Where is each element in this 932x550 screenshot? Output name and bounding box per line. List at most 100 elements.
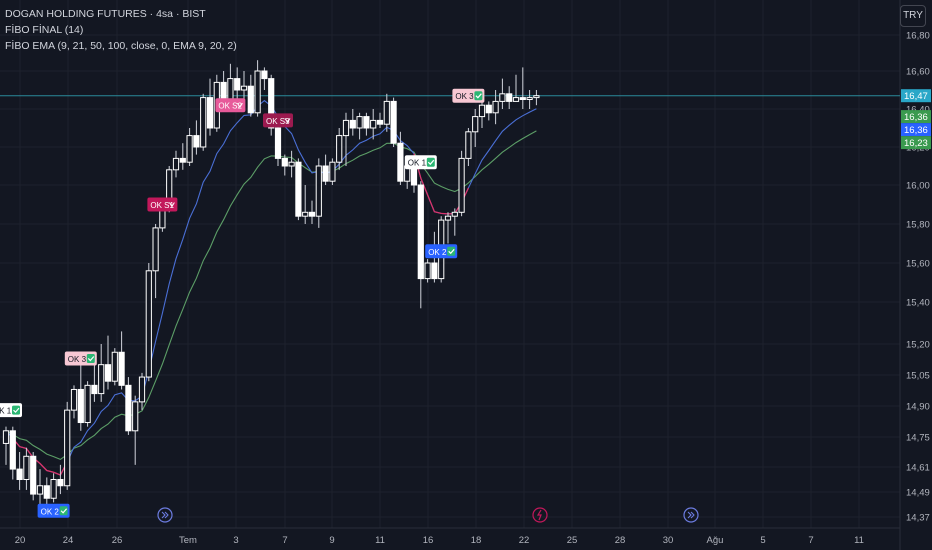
candle [417,181,424,309]
time-tick-label: 16 [423,535,434,546]
signal-label: OK 2 [37,503,70,518]
candle-body [234,78,241,91]
down-arrow-icon [168,202,175,208]
candle-body [376,119,384,125]
price-tick-label: 16,00 [906,181,930,192]
candle [329,158,336,185]
candle [104,335,112,390]
candle-body [36,485,44,495]
indicator-fibo-final[interactable]: FİBO FİNAL (14) [5,24,84,36]
candle [84,381,91,427]
candle [16,452,23,490]
price-badge-bg [901,123,931,137]
candle-body [472,116,479,133]
signal-label-bg [263,113,293,128]
candle [23,447,30,490]
candle-body [329,161,336,182]
candle [2,426,10,465]
candle [397,131,404,185]
fast-forward-icon[interactable] [157,507,173,523]
time-tick-label: 22 [519,535,530,546]
candle-body [492,100,499,114]
candle [444,212,452,244]
candle-body [30,455,37,495]
candle-body [458,157,465,213]
candle-body [451,211,458,217]
candle [193,120,200,155]
candle-body [179,157,186,163]
candle-body [57,479,64,487]
candle-body [9,430,16,470]
candle [274,124,282,166]
ema-slow-line [5,130,537,461]
candle-body [172,157,180,171]
event-circle [157,507,173,523]
time-tick-label: 9 [329,535,334,546]
price-tick-label: 14,90 [906,402,930,413]
candle-body [288,161,295,167]
candle-body [70,388,78,411]
candle [118,331,125,390]
fast-forward-icon[interactable] [683,507,699,523]
price-tick-label: 14,49 [906,488,930,499]
signal-label: OK 3 [452,88,485,103]
candle-body [485,104,492,114]
chart-legend: DOGAN HOLDING FUTURES · 4sa · BIST FİBO … [5,6,237,54]
candle-body [77,388,84,424]
time-tick-label: 5 [760,535,765,546]
price-badge-bg [901,89,931,103]
candle-body [383,100,390,125]
candle [506,86,513,109]
signal-label-text: OK S1 [150,201,174,210]
price-badge-bg [901,110,931,124]
candle-body [533,95,540,99]
candle-body [2,430,10,444]
forward-glyph [161,511,169,519]
candle-body [84,384,91,424]
price-tick-label: 16,60 [906,67,930,78]
lightning-icon[interactable] [532,507,548,523]
forward-glyph [687,511,695,519]
candle [492,90,499,125]
candle [288,150,295,178]
candle-body [322,165,329,182]
candle [179,143,186,170]
time-tick-label: 7 [808,535,813,546]
time-tick-label: 26 [112,535,123,546]
ema-red-segment [12,437,68,476]
time-axis: 20 24 26 Tem 3 7 9 11 16 18 22 25 28 30 Ağu 5 7 11 [15,535,864,546]
candle-body [315,165,322,217]
signal-label-text: OK 3 [68,355,87,364]
candle [111,348,118,386]
candle-body [104,364,112,382]
candle [64,401,71,490]
candle [336,128,343,170]
symbol-title[interactable]: DOGAN HOLDING FUTURES · 4sa · BIST [5,8,206,20]
currency-button[interactable]: TRY [900,5,926,27]
candle-body [50,479,57,499]
signal-label-text: OK 1 [0,407,12,416]
candle-body [390,100,397,144]
candle [424,259,431,283]
time-tick-label: 30 [663,535,674,546]
price-tick-label: 15,60 [906,259,930,270]
signal-label: OK 2 [425,244,458,259]
candle [138,372,146,411]
price-tick-label: 14,61 [906,463,930,474]
time-tick-label: 11 [854,535,864,546]
candle-body [295,161,302,217]
candle-body [336,135,343,163]
price-tick-label: 15,20 [906,340,930,351]
time-tick-label: 11 [375,535,385,546]
candle [451,208,458,236]
candle-body [274,127,282,159]
candle-body [206,97,214,129]
candle-body [342,119,350,137]
price-tick-label: 15,80 [906,220,930,231]
indicator-fibo-ema[interactable]: FİBO EMA (9, 21, 50, 100, close, 0, EMA … [5,40,237,52]
price-axis: 16,8016,6016,4016,2016,0015,8015,6015,40… [906,31,930,524]
candle-body [247,85,254,114]
price-tick-label: 16,40 [906,105,930,116]
candle [254,60,261,117]
